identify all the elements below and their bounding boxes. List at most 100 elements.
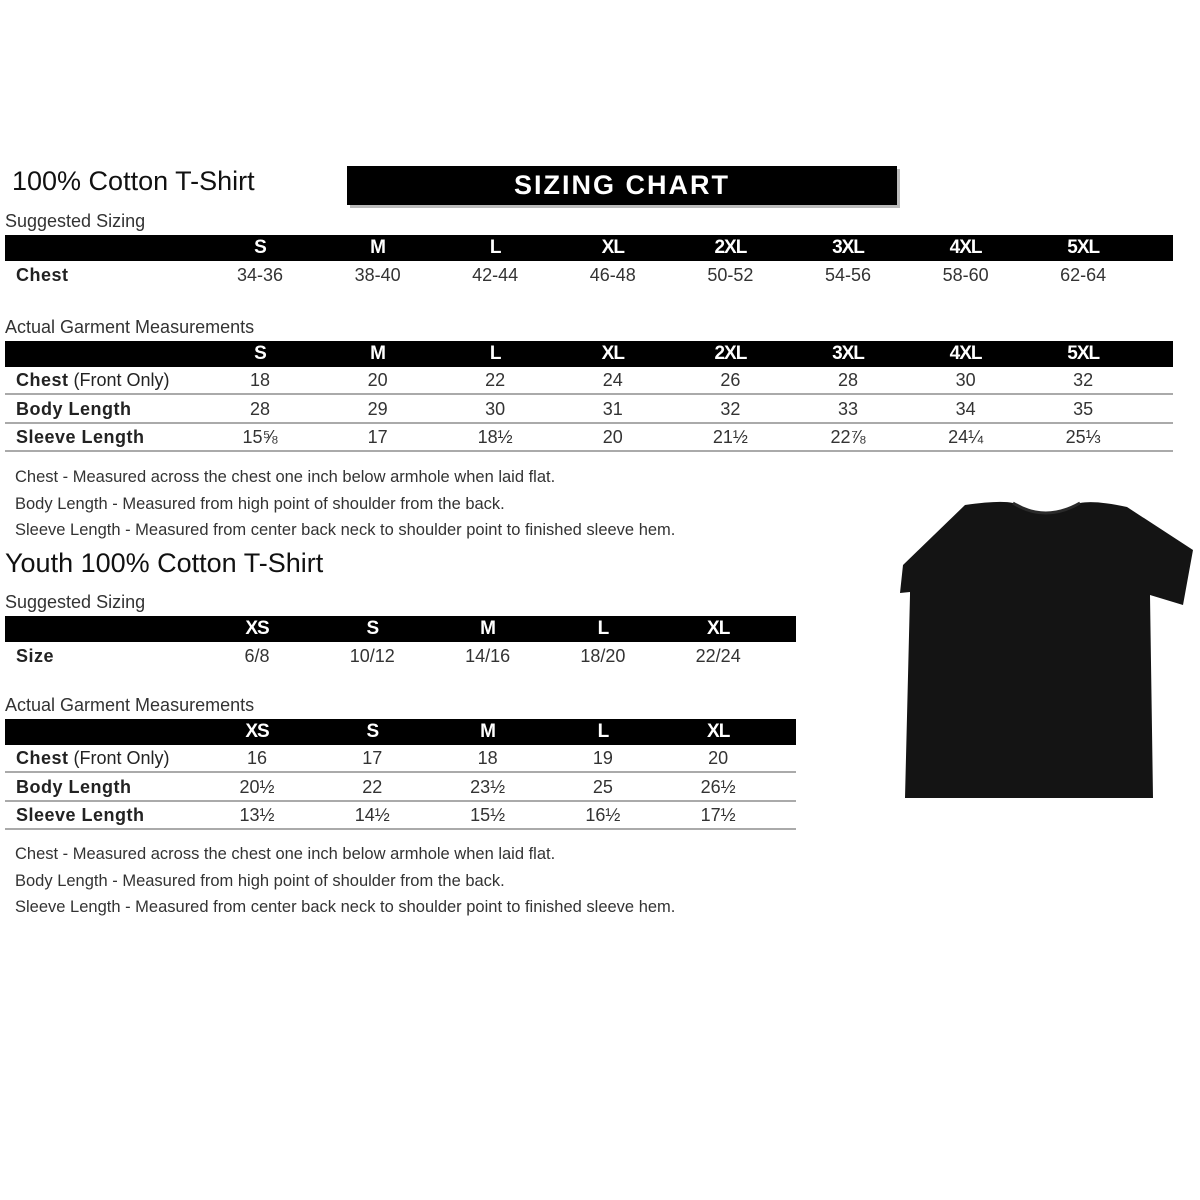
table-cell: 23½	[470, 776, 506, 797]
table-cell: 15⅝	[242, 427, 278, 447]
table-cell: 15½	[470, 805, 506, 825]
table-cell: 32	[720, 398, 741, 419]
table-cell: 34-36	[236, 265, 284, 285]
row-divider	[5, 450, 1173, 452]
table-cell: 30	[485, 398, 506, 419]
size-header-bar	[5, 719, 796, 745]
table-cell: 18	[477, 748, 498, 768]
table-cell: 58-60	[942, 265, 989, 285]
table-cell: 19	[592, 748, 613, 768]
row-label-text: Sleeve Length	[16, 427, 145, 447]
measurement-note: Sleeve Length - Measured from center bac…	[15, 521, 676, 539]
row-label-text: Sleeve Length	[16, 805, 145, 825]
row-label-suffix: (Front Only)	[68, 748, 170, 768]
table-cell: 16	[246, 748, 268, 768]
size-header-bar	[5, 235, 1173, 261]
table-cell: 22	[362, 776, 383, 797]
size-header: M	[370, 237, 386, 258]
size-header: S	[366, 618, 379, 639]
row-label-suffix: (Front Only)	[68, 370, 170, 390]
table-cell: 22/24	[695, 646, 741, 666]
size-header: 4XL	[949, 343, 983, 364]
youth-title: Youth 100% Cotton T-Shirt	[5, 548, 324, 578]
t-shirt-icon	[900, 501, 1193, 798]
row-label-text: Size	[16, 646, 55, 666]
size-header: L	[489, 343, 502, 364]
table-cell: 20	[708, 748, 729, 768]
table-cell: 31	[602, 398, 623, 419]
row-label-text: Chest	[16, 265, 69, 285]
size-header: M	[370, 343, 386, 364]
table-cell: 22⅞	[830, 427, 866, 447]
row-label: Chest (Front Only)	[16, 748, 170, 769]
measurement-note: Chest - Measured across the chest one in…	[15, 845, 556, 863]
table-cell: 28	[249, 398, 271, 419]
table-cell: 16½	[585, 805, 621, 825]
table-cell: 26	[720, 370, 741, 390]
table-cell: 14/16	[465, 646, 511, 666]
size-header: L	[597, 721, 610, 742]
measurement-note: Chest - Measured across the chest one in…	[15, 468, 556, 486]
sizing-chart-banner: SIZING CHART	[347, 166, 897, 205]
table-cell: 20	[602, 427, 623, 447]
size-header: 2XL	[714, 237, 747, 258]
measurement-note: Body Length - Measured from high point o…	[15, 871, 505, 890]
table-cell: 18/20	[580, 646, 626, 666]
row-label: Body Length	[16, 777, 132, 798]
table-cell: 6/8	[244, 646, 270, 666]
row-divider	[5, 393, 1173, 395]
table-cell: 20	[367, 370, 388, 390]
table-cell: 18	[249, 370, 271, 390]
table-cell: 17	[362, 748, 383, 768]
table-cell: 33	[837, 398, 859, 419]
measurement-note: Body Length - Measured from high point o…	[15, 494, 505, 513]
table-cell: 21½	[712, 427, 748, 447]
row-label-text: Body Length	[16, 776, 132, 797]
table-cell: 26½	[700, 776, 736, 797]
size-header: M	[480, 721, 496, 742]
table-cell: 62-64	[1060, 265, 1107, 285]
size-header: 3XL	[832, 343, 865, 364]
table-cell: 25⅓	[1065, 427, 1101, 447]
size-header: XS	[245, 721, 269, 742]
row-label: Chest (Front Only)	[16, 370, 170, 391]
table-cell: 32	[1073, 370, 1094, 390]
size-header: 3XL	[832, 237, 865, 258]
table-cell: 22	[485, 370, 506, 390]
table-cell: 24¼	[948, 427, 984, 447]
size-header: XS	[245, 618, 269, 639]
row-label-text: Chest	[16, 370, 69, 390]
row-label: Body Length	[16, 399, 132, 420]
row-label-text: Chest	[16, 748, 69, 768]
size-header: XL	[601, 237, 625, 258]
size-header: M	[480, 618, 496, 639]
size-header: L	[489, 237, 502, 258]
row-label: Chest	[16, 265, 69, 286]
size-header: S	[254, 237, 267, 258]
table-cell: 50-52	[707, 265, 754, 285]
table-cell: 38-40	[354, 265, 401, 285]
table-cell: 10/12	[349, 646, 395, 666]
table-cell: 35	[1073, 398, 1094, 419]
table-cell: 17	[367, 427, 388, 447]
size-header: S	[366, 721, 379, 742]
table-cell: 42-44	[472, 265, 519, 285]
size-header: 5XL	[1067, 237, 1100, 258]
size-header: XL	[707, 721, 730, 742]
row-divider	[5, 828, 796, 830]
measurement-note: Sleeve Length - Measured from center bac…	[15, 898, 676, 916]
table-cell: 24	[602, 370, 623, 390]
size-header: 5XL	[1067, 343, 1100, 364]
size-header: 4XL	[949, 237, 983, 258]
table-cell: 46-48	[589, 265, 636, 285]
table-cell: 17½	[700, 805, 736, 825]
table-cell: 13½	[239, 805, 275, 825]
table-cell: 34	[955, 398, 976, 419]
table-cell: 29	[367, 398, 388, 419]
table-cell: 18½	[477, 427, 513, 447]
size-header: XL	[601, 343, 625, 364]
adult-title: 100% Cotton T-Shirt	[12, 166, 255, 196]
actual-measurements-label: Actual Garment Measurements	[5, 317, 255, 337]
size-header: L	[597, 618, 610, 639]
